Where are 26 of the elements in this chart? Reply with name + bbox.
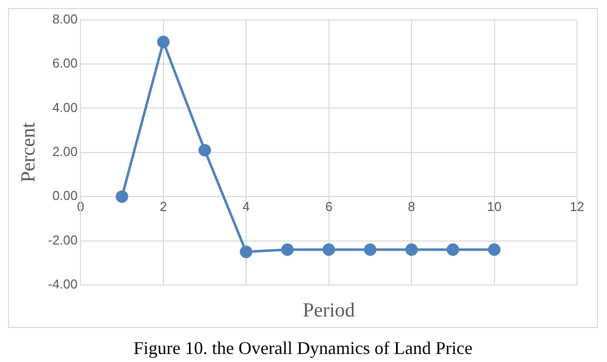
x-tick-label: 8	[408, 198, 416, 214]
y-tick-label: 6.00	[52, 56, 78, 71]
point	[240, 246, 252, 258]
point	[405, 243, 418, 256]
point	[116, 190, 128, 203]
point	[446, 243, 460, 256]
caption: Figure 10. the Overall Dynamics of Land Price	[132, 338, 474, 359]
x-tick-label: 6	[325, 198, 332, 214]
y-tick-label: 4.00	[52, 100, 78, 115]
x-tick-label: 4	[242, 198, 250, 214]
y-tick-label: 8.00	[52, 11, 78, 26]
x-tick-label: 2	[160, 198, 167, 214]
x-tick-label: 12	[570, 198, 584, 214]
point	[157, 36, 170, 48]
y-tick-label: -2.00	[48, 232, 78, 248]
y-tick-label: 0.00	[52, 188, 78, 204]
point	[488, 243, 501, 256]
point	[322, 243, 336, 256]
x-tick-label: 10	[487, 198, 502, 214]
point	[198, 144, 211, 156]
y-tick-label: 2.00	[52, 144, 78, 159]
point	[281, 243, 294, 256]
x-axis-title: Period	[302, 299, 355, 322]
y-axis-title: Percent	[17, 122, 40, 182]
point	[364, 243, 376, 256]
y-tick-label: -4.00	[48, 276, 78, 292]
